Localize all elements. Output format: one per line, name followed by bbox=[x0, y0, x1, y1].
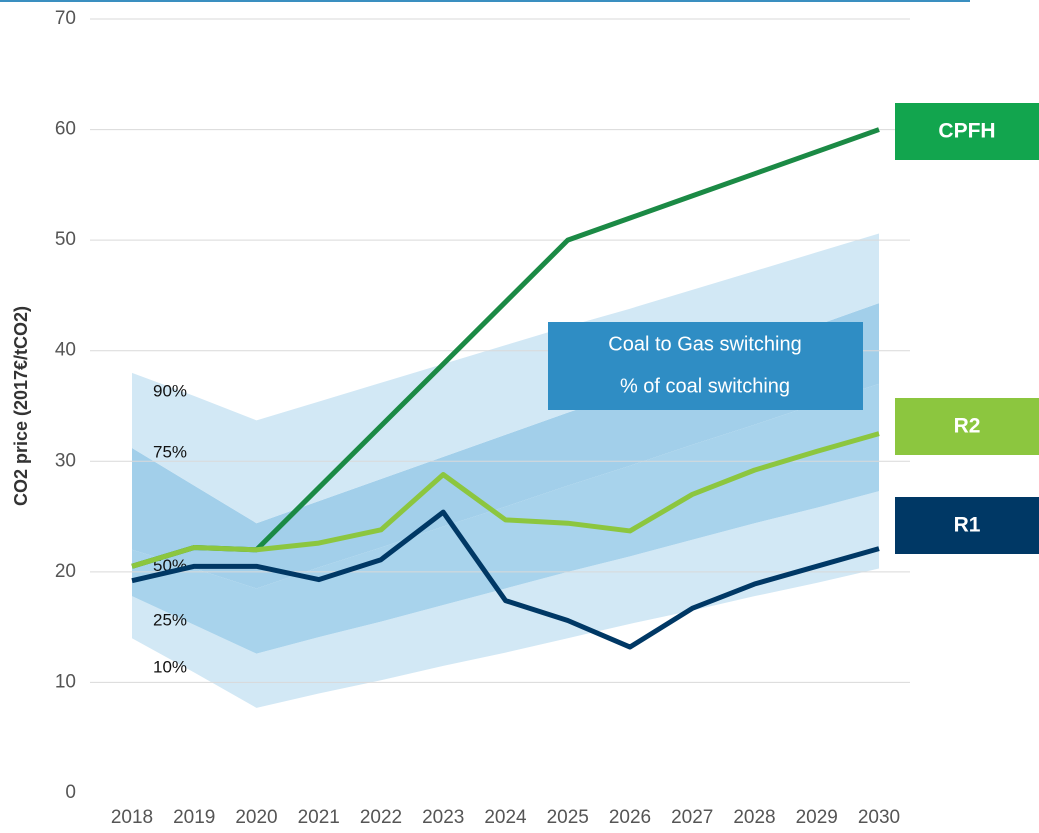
x-tick-label: 2019 bbox=[173, 807, 215, 828]
y-tick-label: 10 bbox=[55, 671, 76, 692]
x-tick-label: 2030 bbox=[858, 807, 900, 828]
y-axis-label: CO2 price (2017€/tCO2) bbox=[11, 306, 31, 506]
legend-box bbox=[895, 398, 1039, 455]
x-tick-label: 2026 bbox=[609, 807, 651, 828]
y-tick-label: 20 bbox=[55, 561, 76, 582]
x-tick-label: 2024 bbox=[484, 807, 527, 828]
x-tick-label: 2022 bbox=[360, 807, 402, 828]
percentile-label: 90% bbox=[153, 381, 187, 400]
series-line bbox=[131, 431, 880, 569]
x-tick-label: 2027 bbox=[671, 807, 713, 828]
percentile-band bbox=[132, 233, 879, 524]
series-line bbox=[131, 509, 880, 650]
y-tick-label: 0 bbox=[65, 782, 76, 803]
legend-label: CPFH bbox=[938, 120, 995, 143]
y-tick-label: 30 bbox=[55, 450, 76, 471]
x-tick-label: 2023 bbox=[422, 807, 464, 828]
y-tick-label: 50 bbox=[55, 229, 76, 250]
y-tick-label: 70 bbox=[55, 8, 76, 29]
y-tick-label: 40 bbox=[55, 340, 76, 361]
percentile-label: 10% bbox=[153, 658, 187, 677]
legend-label: R1 bbox=[954, 514, 981, 537]
x-tick-label: 2028 bbox=[733, 807, 775, 828]
y-tick-label: 60 bbox=[55, 119, 76, 140]
x-tick-label: 2020 bbox=[235, 807, 277, 828]
legend-box bbox=[895, 497, 1039, 554]
x-tick-label: 2025 bbox=[547, 807, 589, 828]
percentile-label: 75% bbox=[153, 443, 187, 462]
annotation-text: % of coal switching bbox=[620, 375, 790, 397]
legend-box bbox=[895, 103, 1039, 160]
x-tick-label: 2029 bbox=[796, 807, 838, 828]
x-tick-label: 2021 bbox=[298, 807, 340, 828]
legend-label: R2 bbox=[954, 415, 981, 438]
percentile-label: 25% bbox=[153, 611, 187, 630]
x-tick-label: 2018 bbox=[111, 807, 153, 828]
annotation-text: Coal to Gas switching bbox=[608, 333, 801, 355]
annotation-box bbox=[548, 322, 863, 410]
